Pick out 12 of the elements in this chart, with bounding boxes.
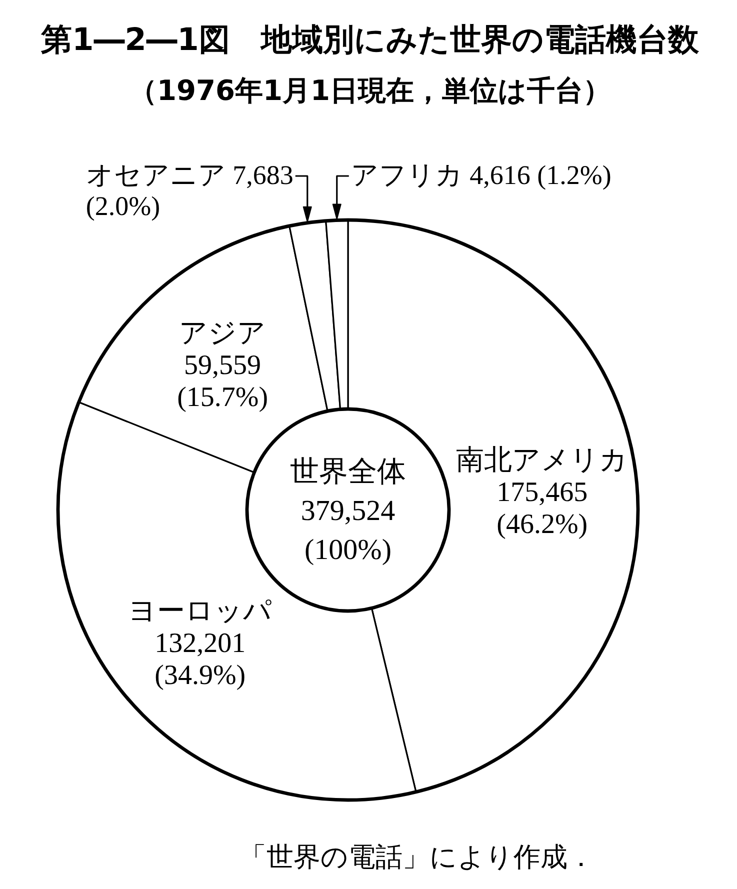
slice-label: アジア [179, 318, 266, 350]
slice-label: オセアニア 7,683 (2.0%) [86, 160, 294, 221]
data-label: 175,465 (46.2%) [496, 476, 588, 540]
text: 「世界の電話」により作成． [240, 842, 594, 872]
slice-label: アフリカ 4,616 (1.2%) [350, 160, 612, 190]
chart-title: 第1―2―1図 地域別にみた世界の電話機台数 [40, 22, 700, 58]
chart-subtitle: （1976年1月1日現在，単位は千台） [129, 74, 611, 107]
data-label: 132,201 (34.9%) [154, 628, 246, 691]
slice-label: ヨーロッパ [128, 596, 272, 627]
data-label: 59,559 (15.7%) [177, 350, 268, 414]
slice-label: 南北アメリカ [456, 444, 628, 476]
text: 世界全体 379,524 (100%) [290, 456, 406, 566]
